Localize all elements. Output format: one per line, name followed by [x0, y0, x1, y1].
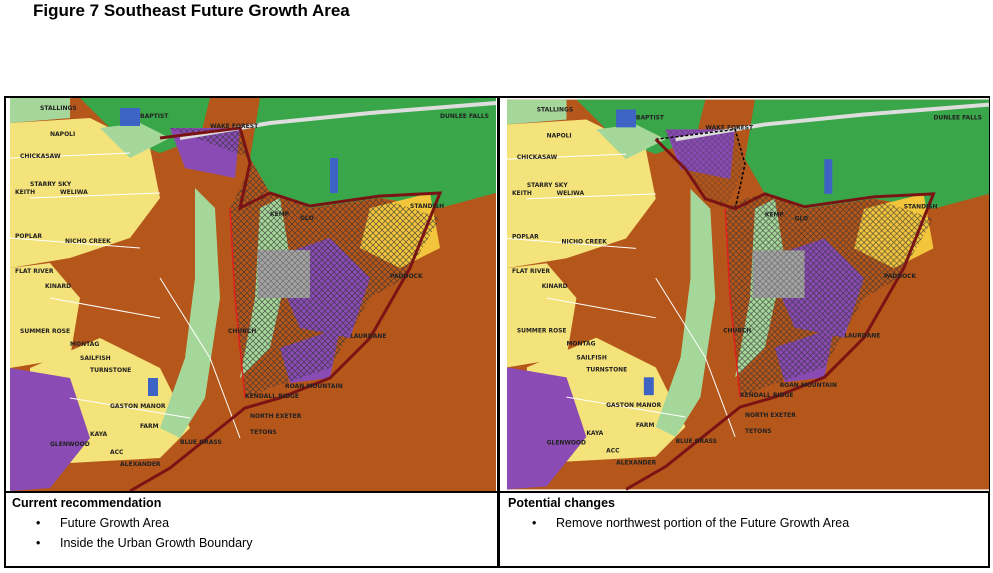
potential-list: Remove northwest portion of the Future G…	[508, 513, 986, 533]
figure-title: Figure 7 Southeast Future Growth Area	[33, 1, 350, 20]
svg-text:POPLAR: POPLAR	[15, 233, 42, 240]
svg-text:ACC: ACC	[110, 449, 124, 456]
svg-text:ROAN MOUNTAIN: ROAN MOUNTAIN	[780, 382, 837, 389]
svg-text:FARM: FARM	[636, 422, 655, 429]
svg-text:KEMP: KEMP	[765, 212, 785, 219]
svg-text:GASTON MANOR: GASTON MANOR	[110, 403, 166, 410]
svg-text:BLUE GRASS: BLUE GRASS	[676, 438, 717, 445]
svg-text:NAPOLI: NAPOLI	[50, 131, 75, 138]
svg-text:KINARD: KINARD	[542, 283, 568, 290]
svg-text:PADDOCK: PADDOCK	[390, 273, 423, 280]
svg-text:TETONS: TETONS	[250, 429, 277, 436]
current-heading: Current recommendation	[12, 496, 162, 510]
svg-text:STARRY SKY: STARRY SKY	[30, 181, 72, 188]
column-divider	[497, 96, 500, 568]
svg-text:SAILFISH: SAILFISH	[576, 354, 606, 361]
svg-text:LAURDANE: LAURDANE	[844, 333, 880, 340]
svg-text:STALLINGS: STALLINGS	[537, 107, 573, 114]
svg-text:STANDISH: STANDISH	[410, 203, 444, 210]
svg-text:KEITH: KEITH	[512, 190, 532, 197]
list-item: Future Growth Area	[36, 513, 492, 533]
svg-text:SAILFISH: SAILFISH	[80, 355, 111, 362]
svg-text:TURNSTONE: TURNSTONE	[586, 366, 627, 373]
svg-text:KENDALL RIDGE: KENDALL RIDGE	[740, 392, 793, 399]
svg-text:MONTAG: MONTAG	[567, 341, 596, 348]
svg-text:NAPOLI: NAPOLI	[547, 132, 572, 139]
svg-text:TURNSTONE: TURNSTONE	[90, 367, 131, 374]
svg-text:ALEXANDER: ALEXANDER	[120, 461, 161, 468]
svg-text:GLO: GLO	[795, 216, 809, 223]
svg-text:KENDALL RIDGE: KENDALL RIDGE	[245, 393, 299, 400]
svg-text:GASTON MANOR: GASTON MANOR	[606, 402, 661, 409]
svg-text:KAYA: KAYA	[90, 431, 107, 438]
svg-text:SUMMER ROSE: SUMMER ROSE	[20, 328, 70, 335]
svg-text:WELIWA: WELIWA	[60, 189, 88, 196]
svg-text:ACC: ACC	[606, 448, 619, 455]
svg-text:WAKE FOREST: WAKE FOREST	[705, 124, 754, 131]
svg-text:FARM: FARM	[140, 423, 159, 430]
svg-text:PADDOCK: PADDOCK	[884, 273, 917, 280]
svg-text:STALLINGS: STALLINGS	[40, 105, 77, 112]
svg-text:NICHO CREEK: NICHO CREEK	[562, 238, 608, 245]
svg-text:GLENWOOD: GLENWOOD	[50, 441, 90, 448]
svg-text:GLO: GLO	[300, 215, 314, 222]
svg-text:NORTH EXETER: NORTH EXETER	[250, 413, 302, 420]
svg-text:WAKE FOREST: WAKE FOREST	[210, 123, 259, 130]
current-list: Future Growth Area Inside the Urban Grow…	[12, 513, 492, 553]
map-current: STALLINGS BAPTIST WAKE FOREST DUNLEE FAL…	[10, 98, 496, 491]
svg-text:MONTAG: MONTAG	[70, 341, 99, 348]
current-recommendation-cell: Current recommendation Future Growth Are…	[12, 496, 492, 553]
potential-changes-cell: Potential changes Remove northwest porti…	[508, 496, 986, 533]
svg-text:WELIWA: WELIWA	[557, 190, 585, 197]
svg-text:FLAT RIVER: FLAT RIVER	[512, 268, 551, 275]
svg-text:FLAT RIVER: FLAT RIVER	[15, 268, 54, 275]
svg-text:NORTH EXETER: NORTH EXETER	[745, 412, 796, 419]
svg-text:KEMP: KEMP	[270, 211, 290, 218]
svg-text:TETONS: TETONS	[745, 428, 771, 435]
svg-text:CHICKASAW: CHICKASAW	[20, 153, 61, 160]
svg-text:BAPTIST: BAPTIST	[140, 113, 169, 120]
svg-text:BLUE GRASS: BLUE GRASS	[180, 439, 222, 446]
svg-text:CHURCH: CHURCH	[228, 328, 256, 335]
svg-text:LAURDANE: LAURDANE	[350, 333, 387, 340]
svg-text:POPLAR: POPLAR	[512, 233, 539, 240]
map-potential: STALLINGS BAPTIST WAKE FOREST DUNLEE FAL…	[507, 98, 989, 491]
svg-text:NICHO CREEK: NICHO CREEK	[65, 238, 111, 245]
svg-text:DUNLEE FALLS: DUNLEE FALLS	[440, 113, 489, 120]
row-divider	[4, 491, 990, 493]
svg-text:STANDISH: STANDISH	[904, 204, 938, 211]
map-current-svg: STALLINGS BAPTIST WAKE FOREST DUNLEE FAL…	[10, 98, 496, 491]
svg-text:KINARD: KINARD	[45, 283, 71, 290]
svg-text:ROAN MOUNTAIN: ROAN MOUNTAIN	[285, 383, 343, 390]
svg-text:SUMMER ROSE: SUMMER ROSE	[517, 328, 567, 335]
list-item: Remove northwest portion of the Future G…	[532, 513, 986, 533]
svg-text:CHICKASAW: CHICKASAW	[517, 154, 558, 161]
potential-heading: Potential changes	[508, 496, 615, 510]
svg-text:DUNLEE FALLS: DUNLEE FALLS	[933, 114, 982, 121]
svg-text:CHURCH: CHURCH	[723, 328, 751, 335]
svg-text:GLENWOOD: GLENWOOD	[547, 440, 586, 447]
map-potential-svg: STALLINGS BAPTIST WAKE FOREST DUNLEE FAL…	[507, 99, 989, 491]
svg-text:BAPTIST: BAPTIST	[636, 114, 665, 121]
svg-text:ALEXANDER: ALEXANDER	[616, 460, 657, 467]
list-item: Inside the Urban Growth Boundary	[36, 533, 492, 553]
svg-text:KAYA: KAYA	[586, 430, 603, 437]
svg-text:KEITH: KEITH	[15, 189, 35, 196]
svg-text:STARRY SKY: STARRY SKY	[527, 182, 569, 189]
